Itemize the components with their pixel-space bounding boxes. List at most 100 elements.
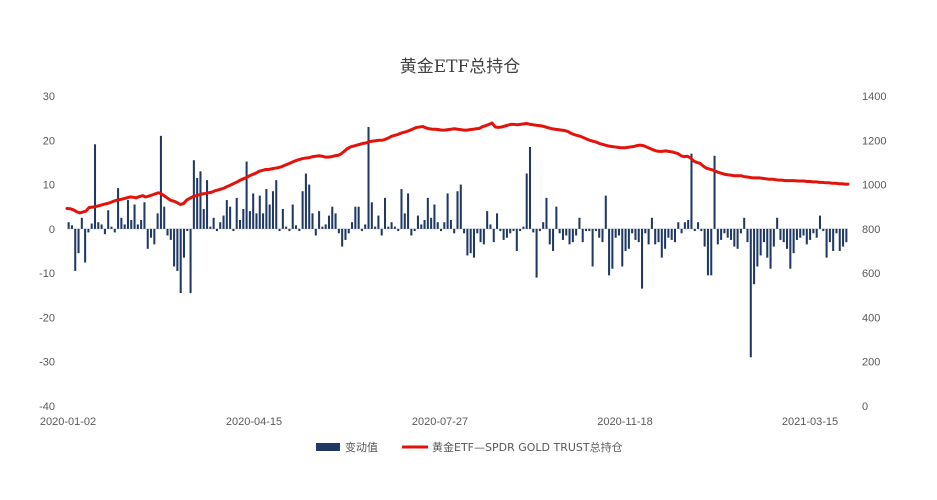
bar — [598, 228, 601, 238]
bar — [288, 228, 291, 232]
bar — [235, 197, 238, 229]
bar — [690, 153, 693, 229]
bar — [120, 217, 123, 229]
bar — [163, 206, 166, 229]
bar — [756, 228, 759, 267]
bar — [726, 228, 729, 238]
bar — [410, 228, 413, 236]
bar — [528, 146, 532, 229]
right-tick-label: 200 — [862, 357, 880, 369]
bar — [90, 223, 93, 229]
bar — [634, 228, 637, 240]
bar — [729, 228, 733, 240]
bar — [133, 204, 136, 229]
bar — [430, 217, 433, 229]
bar — [581, 228, 584, 243]
bar — [291, 204, 294, 229]
bar — [238, 220, 242, 229]
bar — [77, 228, 80, 254]
bar — [433, 204, 436, 229]
left-tick-label: 30 — [43, 91, 55, 103]
bar — [258, 195, 261, 229]
bar — [189, 228, 192, 294]
bar — [466, 228, 469, 256]
bar — [614, 228, 617, 238]
bar — [344, 228, 347, 240]
left-tick-label: 10 — [43, 180, 55, 192]
bar — [390, 222, 393, 229]
legend-bar-swatch — [316, 443, 340, 451]
bar — [644, 228, 647, 234]
bar — [594, 228, 597, 232]
bar — [743, 217, 746, 229]
bar — [265, 189, 268, 229]
bar — [436, 222, 439, 229]
left-tick-label: 0 — [49, 224, 55, 236]
bar — [482, 228, 485, 245]
bar — [512, 228, 515, 232]
bar — [555, 206, 558, 229]
bar — [515, 228, 518, 251]
bar — [617, 228, 620, 236]
bar — [502, 228, 505, 240]
bar — [525, 173, 528, 229]
bar — [117, 188, 120, 229]
bar — [835, 228, 838, 234]
bar — [519, 228, 522, 232]
bar — [113, 228, 116, 233]
bar — [486, 211, 489, 229]
bar — [225, 200, 228, 229]
bar — [387, 226, 390, 229]
bar — [716, 228, 719, 245]
bar — [206, 180, 209, 229]
bar — [407, 193, 410, 229]
bar — [772, 228, 775, 247]
bar — [192, 160, 195, 229]
bar — [753, 228, 756, 285]
bar — [321, 226, 324, 229]
bar — [271, 191, 274, 229]
bar — [588, 228, 591, 232]
x-tick-label: 2020-07-27 — [412, 416, 468, 428]
bar — [535, 228, 538, 278]
bar — [179, 228, 182, 294]
bar — [779, 228, 782, 240]
bar — [245, 161, 248, 229]
bar — [285, 226, 288, 229]
bar — [278, 228, 281, 232]
bar — [100, 224, 103, 229]
bar — [262, 213, 265, 229]
bar — [565, 228, 568, 236]
bar — [489, 224, 492, 229]
bar — [472, 228, 475, 258]
bar — [295, 225, 298, 229]
x-tick-label: 2020-01-02 — [40, 416, 96, 428]
bar — [558, 228, 561, 234]
left-tick-label: -20 — [39, 312, 55, 324]
bar — [476, 228, 479, 234]
bar — [552, 228, 555, 251]
bar — [667, 228, 670, 238]
bar — [571, 228, 574, 243]
right-tick-label: 1400 — [862, 91, 886, 103]
bar — [212, 217, 215, 229]
bar — [347, 228, 350, 234]
bar — [693, 228, 696, 232]
bar — [126, 200, 129, 229]
bar — [548, 228, 551, 245]
bar — [621, 228, 624, 267]
bar — [802, 228, 805, 236]
bar — [769, 228, 772, 269]
bar — [505, 228, 508, 238]
bar — [186, 228, 189, 232]
bar — [80, 217, 83, 229]
bar — [367, 127, 370, 229]
bar — [130, 220, 133, 229]
bar — [440, 228, 443, 232]
bar — [327, 215, 330, 229]
x-tick-label: 2021-03-15 — [782, 416, 838, 428]
right-tick-label: 600 — [862, 268, 880, 280]
bar — [805, 228, 808, 245]
bar — [677, 222, 680, 229]
bar — [542, 222, 545, 229]
